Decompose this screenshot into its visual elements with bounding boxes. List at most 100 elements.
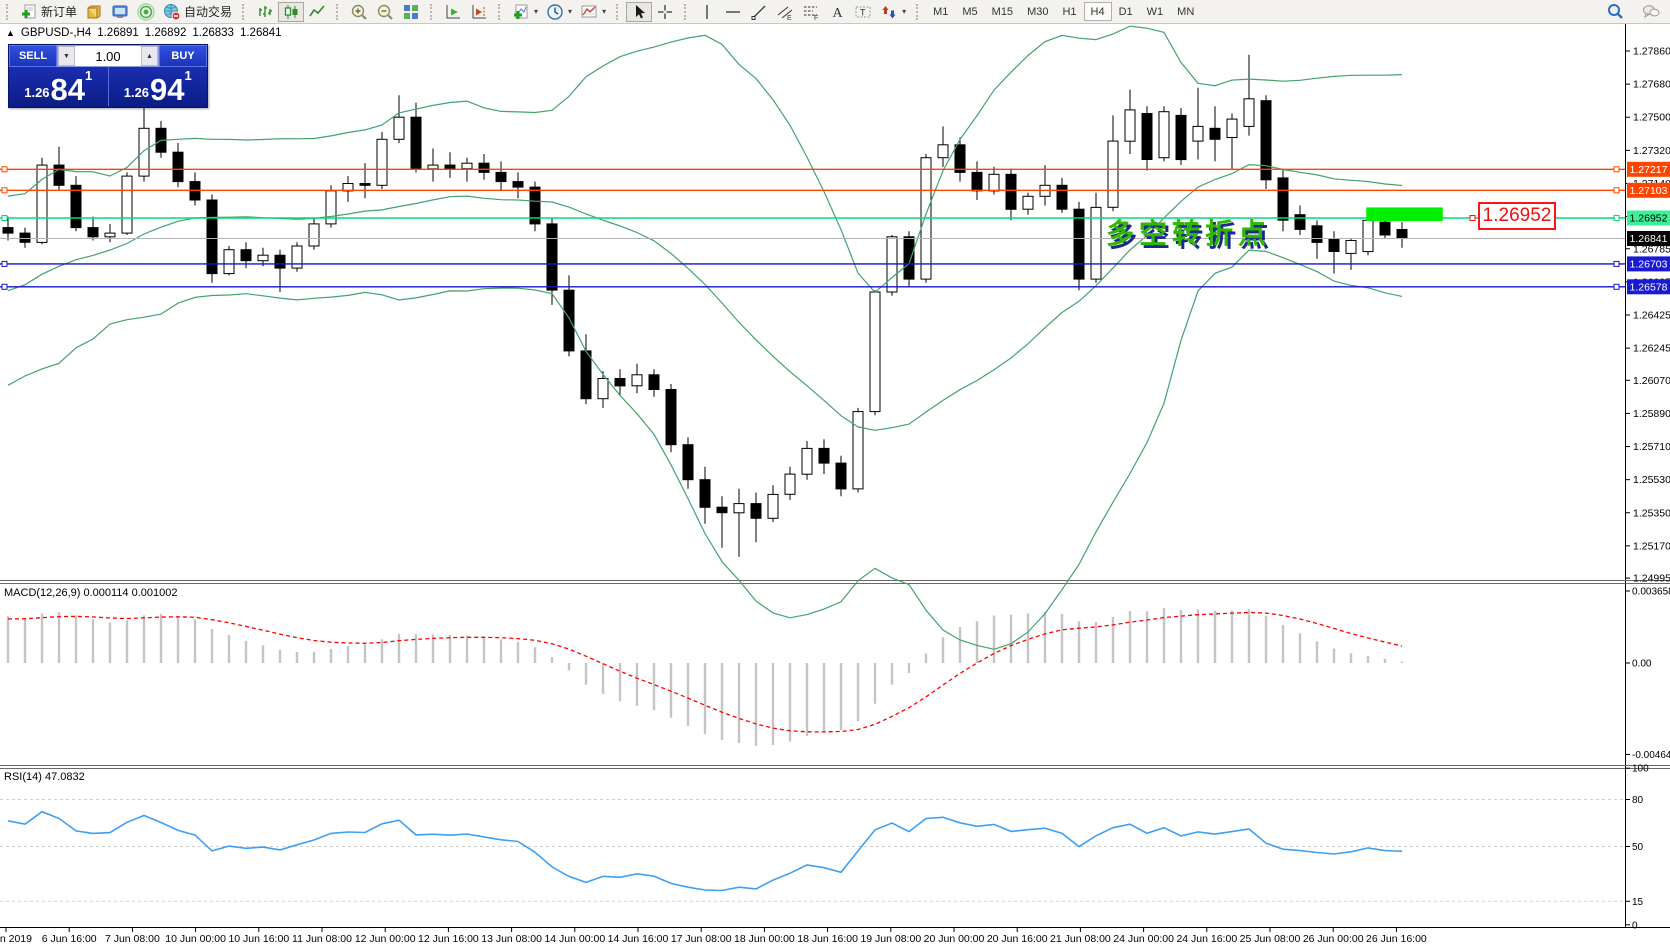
ohlc-low: 1.26833 bbox=[192, 27, 234, 39]
templates-icon bbox=[581, 5, 597, 17]
macd-axis-tick: 0.00 bbox=[1632, 659, 1652, 670]
rsi-axis-tick: 80 bbox=[1632, 795, 1644, 806]
buy-button[interactable]: BUY bbox=[159, 45, 207, 67]
horizontal-line[interactable]: 1.26703 bbox=[0, 256, 1670, 272]
rsi-axis-tick: 50 bbox=[1632, 842, 1644, 853]
volume-increase-button[interactable]: ▲ bbox=[141, 46, 158, 66]
trendline-icon bbox=[751, 5, 766, 20]
timeframe-h1-button[interactable]: H1 bbox=[1055, 2, 1083, 21]
vertical-line-button[interactable] bbox=[694, 2, 720, 22]
fibonacci-button[interactable]: F bbox=[798, 2, 824, 22]
time-axis-label: 10 Jun 16:00 bbox=[228, 933, 289, 945]
zoom-in-button[interactable] bbox=[346, 2, 372, 22]
autotrading-button[interactable]: 自动交易 bbox=[159, 2, 236, 22]
horizontal-line[interactable]: 1.26578 bbox=[0, 279, 1670, 295]
svg-text:F: F bbox=[814, 15, 818, 21]
timeframe-m30-button[interactable]: M30 bbox=[1020, 2, 1055, 21]
price-tag bbox=[1627, 256, 1670, 272]
cursor-button[interactable] bbox=[626, 1, 653, 22]
volume-spinner: ▼ 1.00 ▲ bbox=[57, 45, 159, 67]
trendline-button[interactable] bbox=[746, 2, 772, 22]
tile-windows-button[interactable] bbox=[398, 2, 424, 22]
zoom-out-button[interactable] bbox=[372, 2, 398, 22]
macd-axis-tick: -0.004645 bbox=[1632, 750, 1670, 761]
toolbar-group-handle bbox=[684, 3, 689, 20]
indicators-icon bbox=[514, 4, 528, 19]
new-order-button[interactable]: 新订单 bbox=[16, 2, 81, 22]
bar-chart-button[interactable] bbox=[252, 2, 278, 22]
timeframe-h4-button[interactable]: H4 bbox=[1083, 2, 1112, 21]
horizontal-line[interactable]: 1.27217 bbox=[0, 161, 1670, 177]
macd-label: MACD(12,26,9) 0.000114 0.001002 bbox=[4, 587, 177, 599]
toolbar-group-handle bbox=[616, 3, 621, 20]
text-button[interactable]: A bbox=[824, 2, 850, 22]
rsi-line bbox=[7, 810, 1403, 892]
time-axis-label: 26 Jun 16:00 bbox=[1366, 933, 1427, 945]
price-axis-tick: 1.24995 bbox=[1633, 573, 1670, 585]
search-icon bbox=[1608, 4, 1623, 19]
text-label-button[interactable]: T bbox=[850, 2, 876, 22]
timeframe-d1-button[interactable]: D1 bbox=[1112, 2, 1140, 21]
time-axis-label: 13 Jun 08:00 bbox=[481, 933, 542, 945]
time-axis-label: 14 Jun 16:00 bbox=[608, 933, 669, 945]
price-tag bbox=[1627, 210, 1670, 226]
chevron-down-icon: ▾ bbox=[902, 7, 907, 16]
periods-dropdown[interactable]: ▾ bbox=[542, 2, 576, 22]
price-axis-tick: 1.26070 bbox=[1633, 375, 1670, 387]
indicators-dropdown[interactable]: ▾ bbox=[508, 2, 542, 22]
time-axis-label: 26 Jun 00:00 bbox=[1303, 933, 1364, 945]
sell-price-big: 84 bbox=[50, 72, 86, 107]
timeframe-mn-button[interactable]: MN bbox=[1170, 2, 1201, 21]
chat-button[interactable] bbox=[1638, 1, 1664, 21]
market-window-button[interactable] bbox=[107, 2, 133, 22]
sell-price-sup: 1 bbox=[85, 68, 93, 83]
arrows-dropdown[interactable]: ▾ bbox=[876, 2, 910, 22]
line-chart-button[interactable] bbox=[304, 2, 330, 22]
buy-price[interactable]: 1.26 94 1 bbox=[109, 67, 208, 106]
sell-price-small: 1.26 bbox=[24, 85, 50, 100]
time-axis-label: 25 Jun 08:00 bbox=[1240, 933, 1301, 945]
price-axis-tick: 1.27680 bbox=[1633, 79, 1670, 91]
crosshair-button[interactable] bbox=[652, 2, 678, 22]
periods-icon bbox=[547, 3, 563, 20]
rsi-axis-tick: 15 bbox=[1632, 897, 1644, 908]
price-axis-tick: 1.25530 bbox=[1633, 474, 1670, 486]
sell-price[interactable]: 1.26 84 1 bbox=[9, 67, 109, 106]
monitor-icon bbox=[112, 5, 128, 18]
timeframe-m1-button[interactable]: M1 bbox=[926, 2, 955, 21]
timeframe-m5-button[interactable]: M5 bbox=[955, 2, 984, 21]
timeframe-m15-button[interactable]: M15 bbox=[985, 2, 1020, 21]
horizontal-line[interactable]: 1.26952 bbox=[0, 210, 1670, 226]
symbol-triangle-icon: ▲ bbox=[6, 28, 15, 38]
volume-input[interactable]: 1.00 bbox=[75, 46, 141, 66]
candlestick-chart-button[interactable] bbox=[278, 1, 305, 22]
svg-text:1.26841: 1.26841 bbox=[1630, 233, 1668, 245]
history-book-button[interactable] bbox=[81, 2, 107, 22]
time-axis-label: 12 Jun 16:00 bbox=[418, 933, 479, 945]
horizontal-line-button[interactable] bbox=[720, 2, 746, 22]
signals-button[interactable] bbox=[133, 2, 159, 22]
bar-chart-icon bbox=[259, 5, 273, 17]
auto-scroll-button[interactable] bbox=[440, 2, 466, 22]
equidistant-channel-button[interactable]: E bbox=[772, 2, 798, 22]
zoom-in-icon bbox=[351, 4, 367, 20]
timeframe-w1-button[interactable]: W1 bbox=[1140, 2, 1171, 21]
chart-shift-button[interactable] bbox=[466, 2, 492, 22]
chart-ohlc-header: ▲ GBPUSD-,H4 1.26891 1.26892 1.26833 1.2… bbox=[6, 27, 282, 39]
time-axis-label: 21 Jun 08:00 bbox=[1050, 933, 1111, 945]
macd-signal-line bbox=[7, 611, 1403, 733]
zoom-out-icon bbox=[377, 4, 393, 20]
highlight-rectangle[interactable] bbox=[1366, 207, 1443, 221]
time-axis-label: 19 Jun 08:00 bbox=[860, 933, 921, 945]
price-axis-tick: 1.27320 bbox=[1633, 145, 1670, 157]
search-button[interactable] bbox=[1602, 1, 1628, 21]
time-axis-label: 14 Jun 00:00 bbox=[544, 933, 605, 945]
templates-dropdown[interactable]: ▾ bbox=[576, 2, 610, 22]
sell-button[interactable]: SELL bbox=[9, 45, 57, 67]
chevron-down-icon: ▾ bbox=[534, 7, 539, 16]
horizontal-line[interactable]: 1.27103 bbox=[0, 182, 1670, 198]
chart-shift-icon bbox=[472, 4, 487, 18]
volume-decrease-button[interactable]: ▼ bbox=[58, 46, 75, 66]
one-click-trading-panel: SELL ▼ 1.00 ▲ BUY 1.26 84 1 1.26 94 1 bbox=[8, 44, 208, 108]
